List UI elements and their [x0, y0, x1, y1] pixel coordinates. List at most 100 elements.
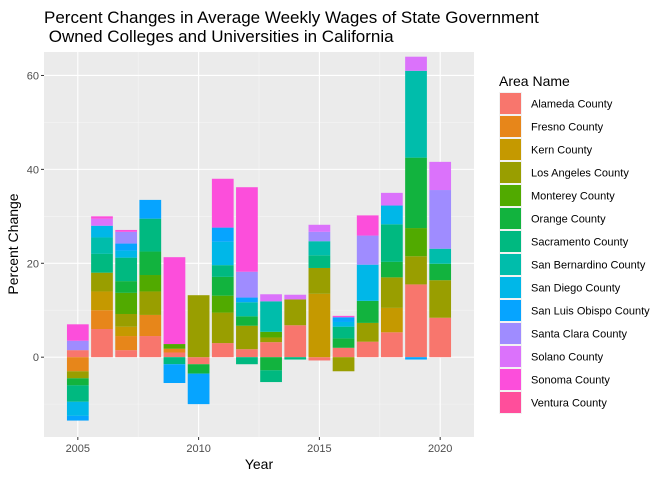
legend-label: Ventura County	[531, 398, 607, 410]
legend-swatch	[500, 346, 521, 367]
bar-segment	[260, 342, 282, 358]
chart-title-line2: Owned Colleges and Universities in Calif…	[44, 27, 394, 46]
legend-label: San Diego County	[531, 283, 621, 295]
bar-segment	[284, 325, 307, 358]
bar-segment	[211, 276, 234, 296]
bar-segment	[115, 350, 138, 358]
legend-label: Los Angeles County	[531, 168, 629, 180]
y-tick-label: 60	[27, 70, 39, 82]
bar-segment	[187, 295, 210, 358]
bar-segment	[163, 352, 186, 358]
legend-swatch	[500, 300, 521, 321]
bar-segment	[429, 248, 452, 264]
bar-segment	[139, 314, 162, 337]
bar-segment	[356, 235, 379, 265]
bar-segment	[356, 300, 379, 323]
bar-segment	[139, 218, 162, 252]
bar-segment	[308, 231, 331, 242]
bar-segment	[163, 348, 186, 353]
chart-title-line1: Percent Changes in Average Weekly Wages …	[44, 8, 539, 27]
legend-label: San Luis Obispo County	[531, 306, 650, 318]
legend-label: Fresno County	[531, 122, 604, 134]
y-tick-label: 20	[27, 258, 39, 270]
bar-segment	[429, 161, 452, 191]
bar-segment	[284, 299, 307, 326]
bar-segment	[356, 322, 379, 342]
bar-segment	[405, 256, 427, 285]
bar-segment	[115, 257, 138, 282]
legend-swatch	[500, 185, 521, 206]
bar-segment	[260, 294, 282, 302]
bar-segment	[66, 378, 89, 386]
bar-segment	[429, 317, 452, 358]
bar-segment	[236, 316, 258, 326]
bar-segment	[139, 251, 162, 276]
bar-segment	[66, 357, 89, 372]
x-tick-label: 2020	[428, 443, 452, 455]
bar-segment	[429, 280, 452, 318]
bar-segment	[332, 357, 355, 372]
bar-segment	[405, 157, 427, 229]
bar-segment	[308, 224, 331, 232]
bar-segment	[115, 326, 138, 337]
bar-segment	[380, 277, 403, 308]
bar-segment	[332, 326, 355, 339]
bar-segment	[66, 340, 89, 351]
bar-segment	[187, 364, 210, 374]
bar-segment	[284, 294, 307, 300]
bar-segment	[163, 364, 186, 384]
legend-swatch	[500, 323, 521, 344]
bar-segment	[356, 215, 379, 236]
bar-segment	[332, 317, 355, 322]
y-tick-label: 0	[33, 352, 39, 364]
bar-segment	[66, 415, 89, 421]
bar-segment	[115, 313, 138, 327]
bar-segment	[380, 261, 403, 278]
legend-swatch	[500, 254, 521, 275]
bar-segment	[163, 344, 186, 349]
bar-segment	[260, 331, 282, 338]
bar-segment	[405, 228, 427, 257]
bar-segment	[308, 255, 331, 268]
bar-segment	[66, 324, 89, 341]
bar-segment	[115, 250, 138, 258]
legend-label: Alameda County	[531, 99, 613, 111]
bar-segment	[115, 281, 138, 293]
bar-segment	[139, 336, 162, 358]
bar-segment	[429, 263, 452, 281]
bar-segment	[236, 325, 258, 350]
bar-segment	[236, 297, 258, 303]
bar-segment	[236, 302, 258, 317]
bar-segment	[308, 293, 331, 358]
bar-segment	[163, 357, 186, 365]
legend-swatch	[500, 116, 521, 137]
bar-segment	[356, 341, 379, 358]
bar-segment	[332, 315, 355, 318]
bar-segment	[405, 284, 427, 358]
bar-segment	[115, 231, 138, 244]
legend-swatch	[500, 162, 521, 183]
legend-swatch	[500, 208, 521, 229]
bar-segment	[115, 243, 138, 251]
bar-segment	[211, 295, 234, 313]
y-tick-label: 40	[27, 164, 39, 176]
bar-segment	[91, 253, 113, 273]
bar-segment	[308, 241, 331, 256]
bar-segment	[139, 291, 162, 315]
bar-segment	[405, 357, 427, 360]
bar-segment	[356, 264, 379, 301]
bars	[66, 56, 452, 421]
bar-segment	[332, 347, 355, 358]
bar-segment	[91, 225, 113, 238]
legend-label: Sonoma County	[531, 375, 610, 387]
x-axis-ticks: 2005 2010 2015 2020	[66, 437, 452, 455]
bar-segment	[308, 357, 331, 361]
legend-label: Kern County	[531, 145, 593, 157]
bar-segment	[91, 291, 113, 311]
bar-segment	[380, 332, 403, 358]
legend-swatch	[500, 93, 521, 114]
bar-segment	[260, 301, 282, 332]
bar-segment	[332, 338, 355, 348]
bar-segment	[91, 237, 113, 254]
